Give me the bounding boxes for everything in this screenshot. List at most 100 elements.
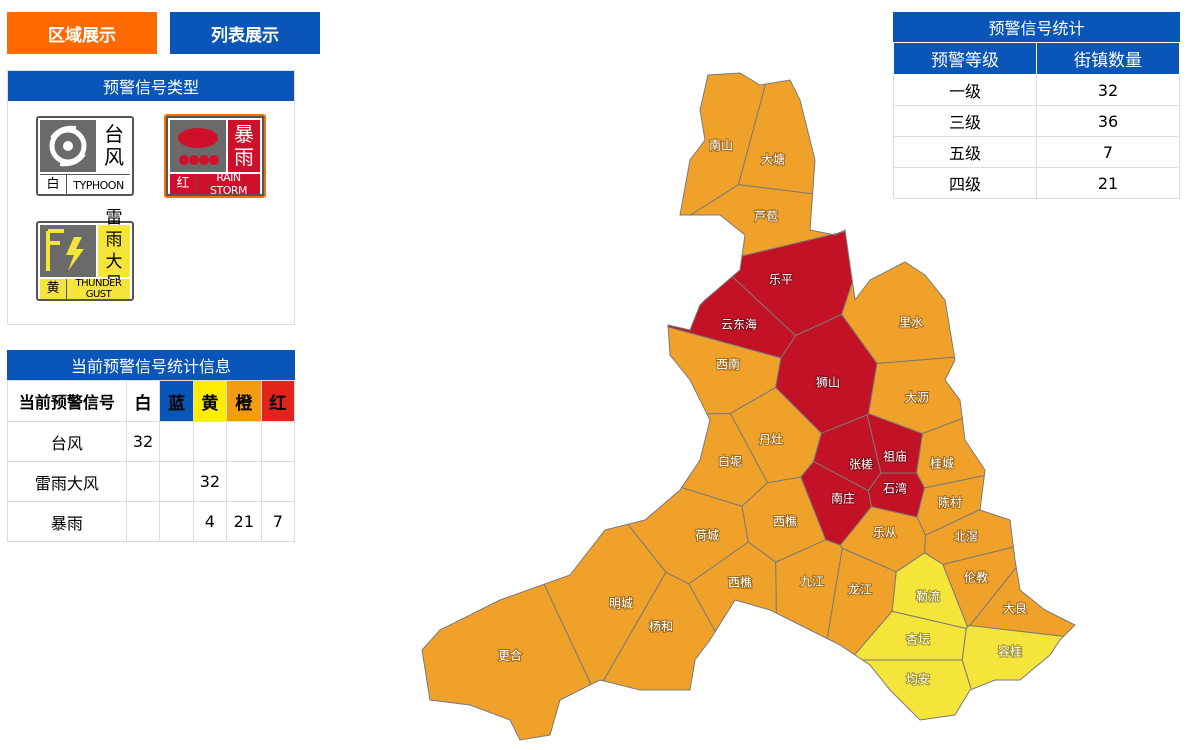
region-label: 西樵 (773, 514, 797, 529)
cell: 雷雨大风 (7, 461, 127, 502)
row: 暴雨 4 21 7 (7, 501, 296, 542)
cell: 暴雨 (7, 501, 127, 542)
region-label: 杨和 (649, 619, 673, 634)
region-label: 北滘 (954, 530, 978, 544)
header-cell: 蓝 (159, 380, 194, 422)
header-row: 预警等级 街镇数量 (893, 42, 1180, 75)
region-label: 大良 (1003, 601, 1027, 616)
tab[interactable]: 区域展示 (7, 12, 157, 54)
cell (260, 461, 296, 502)
cell (159, 501, 194, 542)
region-label: 白坭 (718, 454, 742, 469)
summary-table: 预警等级 街镇数量 一级 32 三级 36 五级 7 四级 21 (893, 42, 1180, 199)
icon-name: 暴雨 (228, 120, 260, 172)
cell: 36 (1036, 105, 1180, 137)
icon-en: TYPHOON (73, 178, 124, 192)
icon-symbol (40, 225, 96, 277)
header-cell: 红 (260, 380, 296, 422)
icon-level: 白 (40, 175, 67, 195)
region-label: 杏坛 (906, 633, 930, 647)
cell (226, 421, 262, 462)
cell: 四级 (893, 167, 1037, 199)
region-label: 狮山 (816, 376, 840, 390)
header-cell: 当前预警信号 (7, 380, 127, 422)
cell (192, 421, 228, 462)
icon-name: 台风 (104, 122, 124, 169)
region-label: 祖庙 (883, 449, 907, 464)
region (543, 523, 667, 686)
row: 雷雨大风 32 (7, 461, 296, 502)
icon-en: RAIN STORM (210, 171, 248, 197)
region (602, 571, 716, 691)
signal-icon[interactable]: 暴雨 红 RAIN STORM (164, 114, 266, 198)
header-row: 当前预警信号白蓝黄橙红 (7, 380, 296, 422)
region-label: 伦教 (964, 570, 988, 585)
signal-icon[interactable]: 雷雨大风 黄 THUNDER GUST (36, 208, 134, 301)
region-label: 龙江 (848, 583, 872, 597)
panel-title: 预警信号类型 (8, 71, 294, 101)
cell: 21 (226, 501, 262, 542)
cell (159, 461, 194, 502)
cell (260, 421, 296, 462)
cell: 32 (125, 421, 161, 462)
region-label: 九江 (800, 575, 824, 589)
region (421, 583, 592, 741)
tab[interactable]: 列表展示 (170, 12, 320, 54)
region-label: 更合 (498, 648, 522, 663)
panel-title: 当前预警信号统计信息 (7, 350, 295, 380)
region-label: 西樵 (728, 575, 752, 590)
current-stats: 当前预警信号统计信息 当前预警信号白蓝黄橙红台风 32 雷雨大风 32 暴雨 4 21 7 (7, 350, 296, 542)
panel-title: 预警信号统计 (893, 12, 1180, 42)
header-cell: 黄 (192, 380, 228, 422)
region-label: 勒流 (916, 590, 940, 604)
icon-symbol (40, 120, 96, 172)
signal-type-panel: 预警信号类型 台风 白 TYPHOON 暴雨 红 RAIN STORM 雷雨大风 黄… (7, 70, 295, 325)
header-cell: 橙 (226, 380, 262, 422)
row: 五级 7 (893, 136, 1180, 168)
region-label: 乐从 (873, 526, 897, 540)
region-label: 芦苞 (754, 210, 778, 224)
icon-level: 红 (170, 174, 197, 194)
icon-en: THUNDER GUST (75, 278, 122, 300)
icon-symbol (170, 120, 226, 172)
cell (226, 461, 262, 502)
region-label: 明城 (609, 597, 633, 611)
region-label: 陈村 (938, 495, 962, 510)
region-label: 张槎 (849, 457, 873, 472)
cell: 五级 (893, 136, 1037, 168)
cell: 21 (1036, 167, 1180, 199)
region-label: 容桂 (998, 644, 1022, 659)
row: 四级 21 (893, 167, 1180, 199)
region (860, 659, 972, 721)
region-label: 荷城 (695, 529, 719, 543)
region-label: 乐平 (769, 273, 793, 287)
cell (125, 501, 161, 542)
region-label: 大塘 (761, 152, 785, 167)
cell: 7 (260, 501, 296, 542)
region-label: 云东海 (721, 317, 757, 332)
cell: 4 (192, 501, 228, 542)
region-label: 里水 (899, 316, 923, 330)
icon-level: 黄 (40, 279, 67, 299)
row: 三级 36 (893, 105, 1180, 137)
cell: 32 (192, 461, 228, 502)
region-label: 桂城 (930, 456, 954, 471)
region-label: 南山 (709, 138, 733, 153)
cell (125, 461, 161, 502)
signal-icon[interactable]: 台风 白 TYPHOON (36, 116, 134, 196)
region-label: 石湾 (883, 481, 907, 496)
region-label: 南庄 (831, 491, 855, 506)
cell: 台风 (7, 421, 127, 462)
region-label: 均安 (906, 672, 930, 687)
summary: 预警信号统计 预警等级 街镇数量 一级 32 三级 36 五级 7 四级 21 (893, 12, 1180, 199)
header-cell: 街镇数量 (1036, 42, 1180, 75)
region-label: 丹灶 (759, 433, 783, 447)
region-label: 西南 (716, 357, 740, 372)
header-cell: 白 (125, 380, 161, 422)
stats-table: 当前预警信号白蓝黄橙红台风 32 雷雨大风 32 暴雨 4 21 7 (7, 380, 296, 542)
row: 台风 32 (7, 421, 296, 462)
icon-name: 雷雨大风 (98, 208, 130, 294)
region-label: 大沥 (905, 391, 929, 405)
